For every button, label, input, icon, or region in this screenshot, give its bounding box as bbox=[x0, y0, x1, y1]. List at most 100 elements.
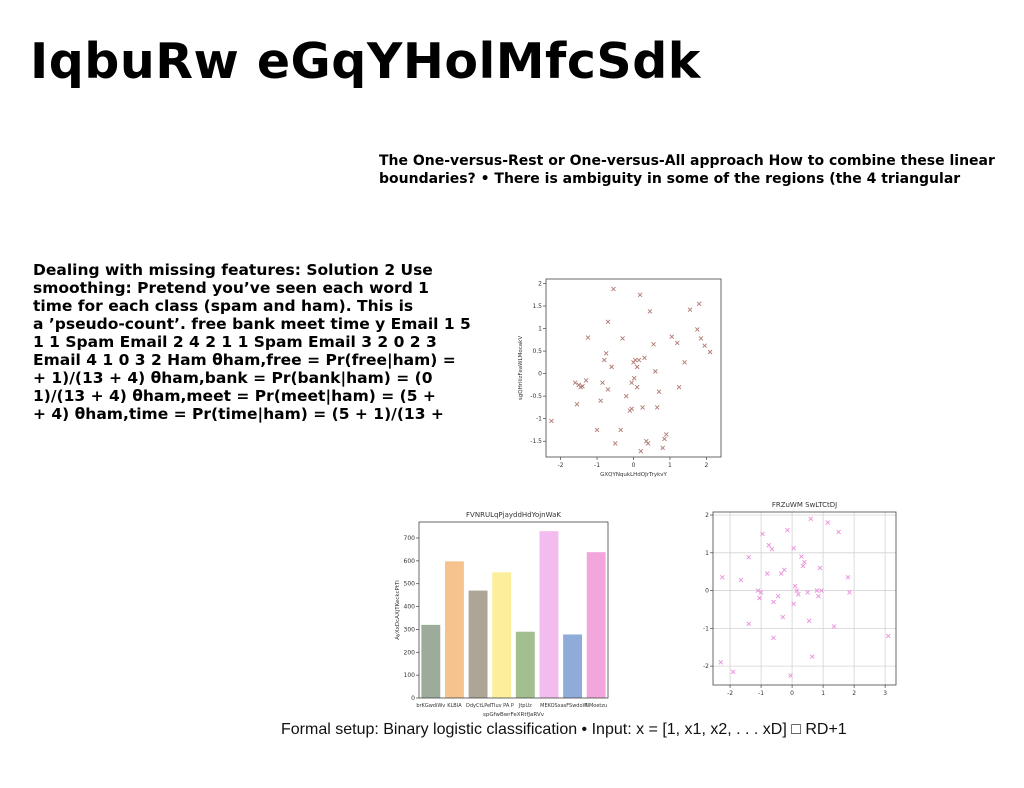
data-point bbox=[640, 405, 645, 410]
x-tick-label: 0 bbox=[790, 690, 794, 697]
data-point bbox=[594, 427, 600, 433]
text-line: 1)/(13 + 4) θham,meet = Pr(meet|ham) = (… bbox=[33, 387, 436, 405]
data-point bbox=[637, 292, 643, 298]
plot-frame bbox=[712, 511, 897, 686]
data-point bbox=[780, 614, 786, 620]
text-line: + 1)/(13 + 4) θham,bank = Pr(bank|ham) =… bbox=[33, 369, 433, 387]
y-tick-label: 600 bbox=[404, 558, 416, 565]
data-point bbox=[663, 432, 669, 437]
y-tick-label: 0.5 bbox=[532, 348, 542, 355]
data-point bbox=[629, 380, 634, 385]
data-point bbox=[730, 669, 736, 675]
data-point bbox=[642, 355, 647, 361]
bar bbox=[492, 572, 512, 698]
data-point bbox=[799, 554, 804, 559]
data-point bbox=[631, 375, 637, 381]
y-tick-label: 400 bbox=[404, 604, 416, 611]
x-tick-label: 2 bbox=[705, 462, 709, 469]
data-point bbox=[755, 588, 761, 593]
data-point bbox=[549, 418, 554, 424]
text-block-top: The One-versus-Rest or One-versus-All ap… bbox=[379, 152, 1024, 188]
data-point bbox=[638, 448, 644, 454]
y-tick-label: 0 bbox=[411, 695, 415, 702]
data-point bbox=[809, 654, 815, 659]
text-line: a ’pseudo-count’. free bank meet time y … bbox=[33, 315, 471, 333]
y-tick-label: -1 bbox=[703, 625, 709, 632]
x-tick-label: KLBIA bbox=[447, 703, 462, 709]
data-point bbox=[623, 393, 629, 399]
data-point bbox=[696, 301, 702, 307]
data-point bbox=[674, 340, 680, 346]
data-point bbox=[831, 624, 837, 629]
data-point bbox=[585, 335, 591, 340]
data-point bbox=[669, 334, 675, 339]
data-point bbox=[620, 336, 625, 341]
data-point bbox=[698, 336, 704, 341]
y-tick-label: 700 bbox=[404, 535, 416, 542]
data-point bbox=[634, 384, 640, 390]
text-line: smoothing: Pretend you’ve seen each word… bbox=[33, 279, 429, 297]
text-block-left: Dealing with missing features: Solution … bbox=[33, 261, 488, 423]
data-point bbox=[609, 364, 614, 370]
data-point bbox=[662, 436, 667, 442]
data-point bbox=[600, 380, 605, 385]
data-point bbox=[636, 357, 642, 363]
x-tick-label: -1 bbox=[594, 462, 600, 469]
data-point bbox=[885, 633, 891, 639]
data-point bbox=[647, 309, 653, 314]
bar bbox=[539, 531, 559, 698]
data-point bbox=[633, 357, 638, 363]
data-point bbox=[572, 380, 578, 385]
plot-frame bbox=[545, 278, 722, 458]
x-tick-label: 2 bbox=[852, 690, 856, 697]
text-line: Dealing with missing features: Solution … bbox=[33, 261, 433, 279]
scatter-chart-grid: FRZuWM SwLTCtDJ -2 -1 0 1 2 3 -2 -1 0 1 2 bbox=[703, 501, 897, 697]
bar bbox=[515, 631, 535, 698]
data-point bbox=[764, 571, 770, 576]
data-point bbox=[618, 427, 624, 433]
data-point bbox=[603, 351, 609, 356]
x-tick-label: brKGwdiWv bbox=[416, 703, 445, 709]
data-point bbox=[602, 357, 607, 363]
data-point bbox=[653, 369, 658, 374]
data-point bbox=[778, 571, 784, 576]
chart-title: FVNRULqPjayddHdYojnWaK bbox=[466, 511, 561, 519]
text-line: 1 1 Spam Email 2 4 2 1 1 Spam Email 3 2 … bbox=[33, 333, 437, 351]
data-point bbox=[817, 565, 823, 571]
data-point bbox=[583, 378, 589, 383]
y-axis-label: sgQHrIiizFeaWLMocakV bbox=[518, 336, 524, 400]
data-point bbox=[757, 595, 762, 601]
data-point bbox=[645, 441, 651, 446]
data-point bbox=[760, 531, 765, 537]
data-point bbox=[654, 405, 660, 410]
x-tick-label: xasFSwdoW bbox=[558, 703, 588, 709]
y-tick-label: 100 bbox=[404, 672, 416, 679]
x-tick-label: 3 bbox=[883, 690, 887, 697]
y-tick-label: 1 bbox=[538, 326, 542, 333]
data-point bbox=[611, 286, 616, 292]
data-point bbox=[771, 599, 776, 605]
data-point bbox=[845, 575, 851, 580]
data-point bbox=[788, 673, 793, 678]
data-point bbox=[791, 545, 796, 551]
y-tick-label: 300 bbox=[404, 626, 416, 633]
y-tick-label: 0 bbox=[538, 371, 542, 378]
data-point bbox=[806, 618, 812, 624]
y-tick-label: 0 bbox=[705, 588, 709, 595]
scatter-chart-top: -2 -1 0 1 2 -1.5 -1 -0.5 0 0.5 1 1.5 2 GXQYNqukLHdOJr… bbox=[518, 278, 722, 478]
data-point bbox=[819, 588, 824, 593]
data-point bbox=[702, 343, 707, 349]
data-point bbox=[800, 563, 806, 569]
data-point bbox=[808, 516, 814, 522]
x-axis-label: spGfwBwrFeXRtfJaRVv bbox=[483, 712, 545, 718]
data-point bbox=[719, 575, 725, 580]
data-point bbox=[805, 590, 810, 595]
x-tick-label: NMoetzu bbox=[585, 703, 607, 709]
data-point bbox=[847, 590, 852, 595]
data-point bbox=[682, 360, 687, 365]
data-point bbox=[656, 389, 662, 394]
data-point bbox=[758, 590, 764, 595]
y-tick-label: 1 bbox=[705, 550, 709, 557]
bar bbox=[421, 624, 441, 698]
y-axis-label: AyXxDcAXjTKeckcPtTi bbox=[395, 580, 401, 640]
